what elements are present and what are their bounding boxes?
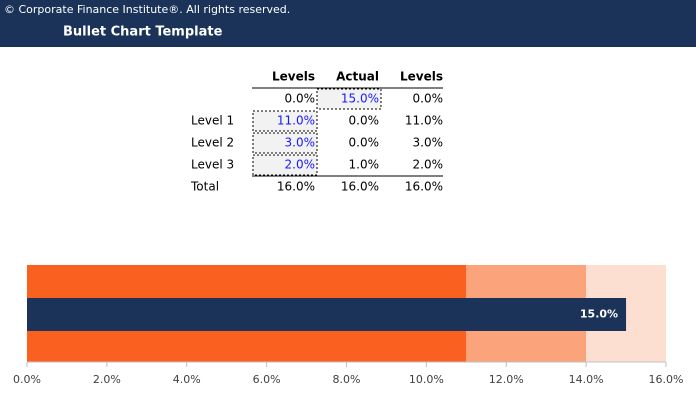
x-tick-label: 6.0% — [253, 373, 281, 386]
copyright: © Corporate Finance Institute®. All righ… — [4, 3, 290, 16]
input-cell — [316, 88, 382, 110]
cell: 3.0% — [413, 136, 444, 150]
cell: 2.0% — [285, 158, 316, 172]
cell: 16.0% — [341, 180, 379, 194]
row-label: Level 3 — [191, 158, 234, 172]
column-header: Levels — [272, 70, 315, 84]
input-cell — [252, 154, 318, 176]
cell: 11.0% — [277, 114, 315, 128]
x-tick-label: 0.0% — [13, 373, 41, 386]
cell: 0.0% — [285, 92, 316, 106]
cell: 16.0% — [405, 180, 443, 194]
row-label: Total — [190, 180, 219, 194]
x-tick-label: 2.0% — [93, 373, 121, 386]
cell: 16.0% — [277, 180, 315, 194]
cell: 1.0% — [349, 158, 380, 172]
x-tick-label: 14.0% — [569, 373, 604, 386]
column-header: Levels — [400, 70, 443, 84]
title: Bullet Chart Template — [63, 25, 223, 40]
cell: 15.0% — [341, 92, 379, 106]
row-label: Level 1 — [191, 114, 234, 128]
measure-bar — [27, 298, 627, 331]
x-tick-label: 12.0% — [489, 373, 524, 386]
cell: 0.0% — [349, 114, 380, 128]
cell: 3.0% — [285, 136, 316, 150]
column-header: Actual — [336, 70, 379, 84]
header-bar — [0, 0, 696, 47]
cell: 0.0% — [413, 92, 444, 106]
data-label: 15.0% — [580, 308, 618, 321]
cell: 0.0% — [349, 136, 380, 150]
x-tick-label: 4.0% — [173, 373, 201, 386]
input-cell — [252, 132, 318, 154]
x-tick-label: 8.0% — [333, 373, 361, 386]
cell: 11.0% — [405, 114, 443, 128]
cell: 2.0% — [413, 158, 444, 172]
input-cell — [252, 110, 318, 132]
x-tick-label: 16.0% — [649, 373, 684, 386]
row-label: Level 2 — [191, 136, 234, 150]
x-tick-label: 10.0% — [409, 373, 444, 386]
